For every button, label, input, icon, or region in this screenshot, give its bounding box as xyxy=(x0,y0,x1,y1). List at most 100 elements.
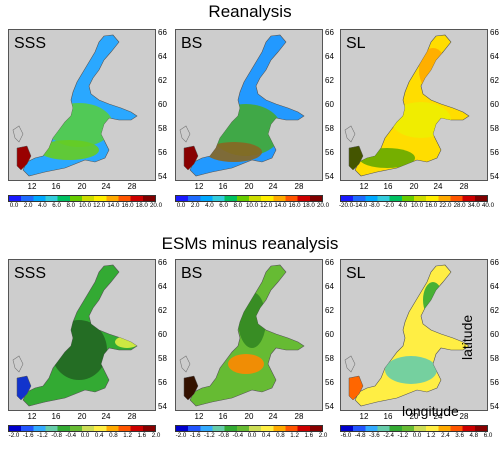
latitude-tick-label: 66 xyxy=(325,28,334,37)
longitude-tick-label: 16 xyxy=(218,412,228,421)
map-frame xyxy=(175,29,323,181)
longitude-tick-label: 28 xyxy=(127,182,137,191)
latitude-tick-label: 64 xyxy=(158,282,167,291)
colorbar xyxy=(8,195,156,202)
colorbar-tick-label: -4.8 xyxy=(354,432,366,439)
longitude-tick-label: 12 xyxy=(27,412,37,421)
panel-label: SSS xyxy=(14,265,47,282)
colorbar-tick-label: 2.4 xyxy=(441,432,450,439)
field-region xyxy=(39,140,99,160)
latitude-tick-label: 58 xyxy=(158,124,167,133)
sea-field-svg xyxy=(9,30,155,180)
latitude-tick-label: 62 xyxy=(325,76,334,85)
colorbar-tick-label: 0.8 xyxy=(276,432,285,439)
sea-field-svg xyxy=(341,260,487,410)
longitude-tick-label: 28 xyxy=(459,412,469,421)
latitude-tick-label: 54 xyxy=(158,402,167,411)
colorbar-tick-label: 16.0 xyxy=(121,202,134,209)
colorbar-tick-labels: -2.0 -1.6 -1.2 -0.8 -0.4 0.0 0.4 0.8 1.2 1.6 2.0 xyxy=(175,432,331,441)
longitude-tick-label: 12 xyxy=(194,412,204,421)
colorbar-tick-label: -1.2 xyxy=(37,432,48,439)
latitude-tick-label: 62 xyxy=(325,306,334,315)
latitude-tick-label: 54 xyxy=(490,172,499,181)
longitude-tick-label: 16 xyxy=(51,182,61,191)
kattegat-region xyxy=(183,375,199,401)
map-panel-reanalysis-sl: SL 66 64 62 60 58 56 54 12 16 20 24 28 -20.0 -14.0 -8.0… xyxy=(339,29,500,215)
colorbar-tick-label: 18.0 xyxy=(302,202,315,209)
latitude-tick-label: 64 xyxy=(490,52,499,61)
kattegat-region xyxy=(183,145,199,171)
colorbar-tick-label: 20.0 xyxy=(149,202,163,209)
colorbar-tick-label: 12.0 xyxy=(93,202,106,209)
colorbar-tick-label: 2.0 xyxy=(151,432,161,439)
map-panel-difference-bs: BS 66 64 62 60 58 56 54 12 16 20 24 28 -2.0 -1.6 -1.2 -0… xyxy=(175,259,341,445)
map-frame xyxy=(8,29,156,181)
colorbar-tick-label: 20.0 xyxy=(316,202,330,209)
colorbar xyxy=(8,425,156,432)
latitude-tick-label: 66 xyxy=(158,28,167,37)
map-panel-difference-sl: SL 66 64 62 60 58 56 54 12 16 20 24 28 -6.0 -4.8 -3.6 -2… xyxy=(340,259,500,445)
longitude-tick-label: 20 xyxy=(409,182,419,191)
sea-base xyxy=(354,264,470,407)
colorbar-tick-label: 1.2 xyxy=(123,432,132,439)
latitude-tick-label: 62 xyxy=(158,76,167,85)
latitude-tick-label: 56 xyxy=(490,378,499,387)
latitude-ticks: 66 64 62 60 58 56 54 xyxy=(325,259,341,411)
colorbar-tick-label: -2.4 xyxy=(383,432,394,439)
colorbar-tick-label: 4.0 xyxy=(205,202,214,209)
kattegat-region xyxy=(16,375,32,401)
latitude-tick-label: 64 xyxy=(325,282,334,291)
latitude-tick-label: 62 xyxy=(158,306,167,315)
longitude-tick-label: 24 xyxy=(268,412,278,421)
kattegat-region xyxy=(16,145,32,171)
longitude-ticks: 12 16 20 24 28 xyxy=(340,182,488,192)
colorbar-tick-label: 0.0 xyxy=(412,432,422,439)
longitude-tick-label: 20 xyxy=(244,412,254,421)
longitude-tick-label: 24 xyxy=(101,412,111,421)
longitude-tick-label: 12 xyxy=(194,182,204,191)
longitude-tick-label: 20 xyxy=(77,412,87,421)
panel-label: SL xyxy=(346,35,366,52)
longitude-ticks: 12 16 20 24 28 xyxy=(175,412,323,422)
coastline-west xyxy=(344,125,356,143)
latitude-ticks: 66 64 62 60 58 56 54 xyxy=(325,29,341,181)
map-frame xyxy=(340,259,488,411)
colorbar-tick-label: -0.4 xyxy=(65,432,77,439)
colorbar-tick-label: -2.0 xyxy=(175,432,187,439)
map-frame xyxy=(175,259,323,411)
colorbar-tick-label: -8.0 xyxy=(369,202,380,209)
latitude-tick-label: 58 xyxy=(325,124,334,133)
colorbar-tick-label: 1.2 xyxy=(290,432,299,439)
latitude-tick-label: 58 xyxy=(325,354,334,363)
latitude-tick-label: 60 xyxy=(325,100,334,109)
panel-label: SSS xyxy=(14,35,47,52)
colorbar-tick-label: 6.0 xyxy=(219,202,228,209)
sea-field-svg xyxy=(9,260,155,410)
colorbar-tick-label: 0.0 xyxy=(9,202,19,209)
colorbar xyxy=(340,425,488,432)
longitude-tick-label: 28 xyxy=(127,412,137,421)
map-panel-reanalysis-bs: BS 66 64 62 60 58 56 54 12 16 20 24 28 0.0 2.0 4.0 6.0 8.… xyxy=(175,29,341,215)
latitude-tick-label: 60 xyxy=(158,330,167,339)
colorbar-tick-label: 28.0 xyxy=(453,202,466,209)
longitude-ticks: 12 16 20 24 28 xyxy=(175,182,323,192)
longitude-label: longitude xyxy=(402,403,459,419)
longitude-tick-label: 28 xyxy=(294,182,304,191)
longitude-tick-label: 20 xyxy=(77,182,87,191)
longitude-tick-label: 16 xyxy=(218,182,228,191)
longitude-tick-label: 16 xyxy=(383,412,393,421)
colorbar xyxy=(340,195,488,202)
coastline-west xyxy=(179,355,191,373)
kattegat-region xyxy=(348,145,364,171)
colorbar-tick-label: 16.0 xyxy=(288,202,301,209)
colorbar-tick-label: 0.0 xyxy=(176,202,186,209)
longitude-tick-label: 28 xyxy=(294,412,304,421)
colorbar-tick-label: 0.0 xyxy=(247,432,257,439)
latitude-tick-label: 64 xyxy=(325,52,334,61)
colorbar-tick-label: -0.8 xyxy=(218,432,229,439)
colorbar-tick-label: 12.0 xyxy=(260,202,273,209)
colorbar-tick-label: 10.0 xyxy=(410,202,424,209)
colorbar-tick-label: 16.0 xyxy=(425,202,438,209)
longitude-tick-label: 20 xyxy=(244,182,254,191)
colorbar-tick-labels: 0.0 2.0 4.0 6.0 8.0 10.0 12.0 14.0 16.0 18.0 20.0 xyxy=(8,202,164,211)
